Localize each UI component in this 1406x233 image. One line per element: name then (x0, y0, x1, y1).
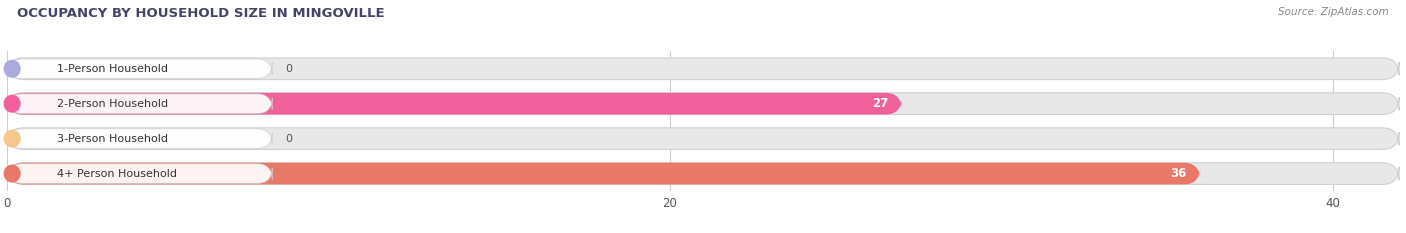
FancyBboxPatch shape (7, 93, 1399, 115)
Text: 0: 0 (285, 64, 292, 74)
Text: Source: ZipAtlas.com: Source: ZipAtlas.com (1278, 7, 1389, 17)
Text: 1-Person Household: 1-Person Household (56, 64, 167, 74)
FancyBboxPatch shape (7, 94, 273, 113)
FancyBboxPatch shape (7, 93, 901, 115)
Text: 0: 0 (285, 134, 292, 144)
FancyBboxPatch shape (7, 163, 1399, 185)
Circle shape (4, 165, 20, 182)
FancyBboxPatch shape (7, 59, 273, 79)
Circle shape (4, 60, 20, 77)
Text: 3-Person Household: 3-Person Household (56, 134, 167, 144)
Text: OCCUPANCY BY HOUSEHOLD SIZE IN MINGOVILLE: OCCUPANCY BY HOUSEHOLD SIZE IN MINGOVILL… (17, 7, 384, 20)
Text: 36: 36 (1170, 167, 1187, 180)
Text: 27: 27 (872, 97, 889, 110)
FancyBboxPatch shape (7, 164, 273, 183)
Circle shape (4, 95, 20, 112)
FancyBboxPatch shape (7, 58, 1399, 80)
Circle shape (4, 130, 20, 147)
Text: 2-Person Household: 2-Person Household (56, 99, 167, 109)
FancyBboxPatch shape (7, 163, 1201, 185)
Text: 4+ Person Household: 4+ Person Household (56, 169, 177, 178)
FancyBboxPatch shape (7, 129, 273, 148)
FancyBboxPatch shape (7, 128, 1399, 150)
